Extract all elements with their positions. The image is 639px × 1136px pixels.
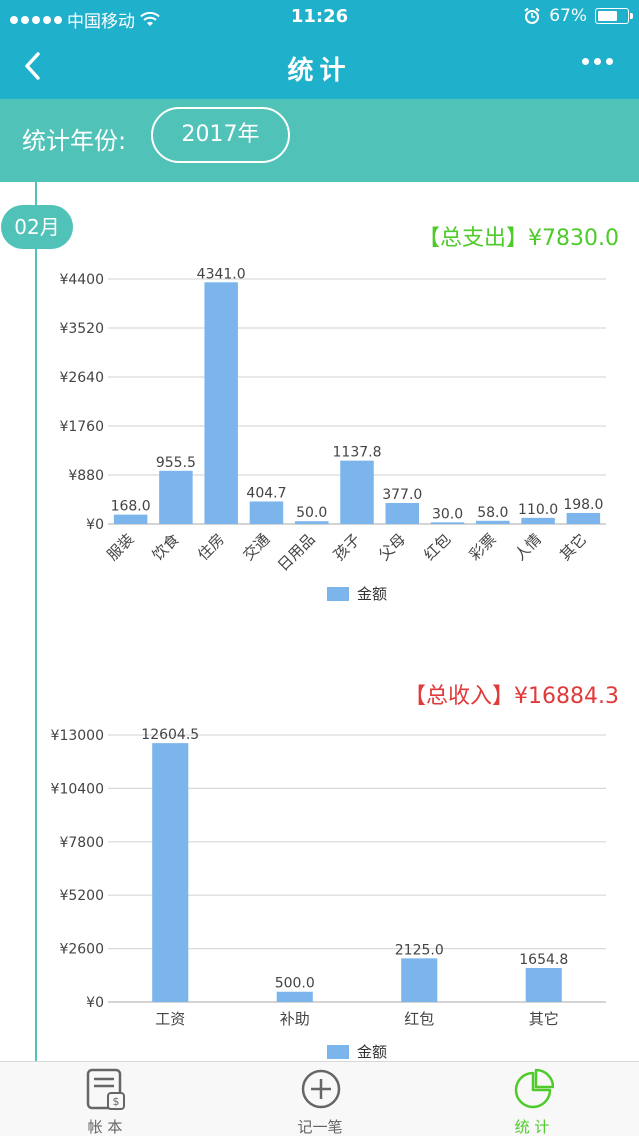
- bar: [401, 958, 438, 1002]
- x-tick-label: 工资: [155, 1010, 185, 1028]
- bar: [204, 282, 238, 524]
- expense-bar-chart: ¥0 ¥880 ¥1760 ¥2640 ¥3520 ¥4400 168.0 服装 955.5 饮食…: [59, 266, 606, 603]
- carrier-label: 中国移动: [67, 12, 135, 32]
- x-tick-label: 补助: [280, 1010, 310, 1028]
- bar-value-label: 1654.8: [519, 952, 568, 968]
- income-bar-chart: ¥0 ¥2600 ¥5200 ¥7800 ¥10400 ¥13000 12604.5 工资 50…: [51, 727, 606, 1061]
- bar: [521, 517, 555, 524]
- bar-value-label: 110.0: [518, 502, 558, 518]
- tab-label: 记一笔: [297, 1118, 343, 1136]
- tab-label: 帐 本: [87, 1118, 123, 1136]
- timeline-line: [35, 182, 37, 1062]
- nav-bar: 统计: [0, 34, 639, 99]
- y-tick-label: ¥4400: [59, 272, 104, 288]
- y-tick-label: ¥880: [68, 468, 104, 484]
- tab-account-book[interactable]: $ 帐 本: [45, 1062, 165, 1136]
- x-tick-label: 孩子: [330, 530, 364, 564]
- tab-statistics[interactable]: 统 计: [472, 1062, 592, 1136]
- page-title: 统计: [287, 56, 352, 86]
- legend-swatch: [327, 587, 349, 601]
- bar: [276, 991, 313, 1002]
- status-left: 中国移动: [10, 7, 160, 32]
- header: 中国移动 11:26 67%: [0, 0, 639, 99]
- x-tick-label: 其它: [556, 530, 590, 564]
- y-tick-label: ¥10400: [51, 781, 104, 797]
- tab-add-record[interactable]: 记一笔: [260, 1062, 380, 1136]
- legend-label: 金额: [357, 1043, 387, 1061]
- bar-value-label: 50.0: [296, 505, 327, 521]
- bar-value-label: 12604.5: [141, 727, 199, 743]
- signal-icon: [10, 15, 62, 24]
- month-badge: 02月: [1, 205, 73, 249]
- x-tick-label: 服装: [104, 530, 138, 564]
- battery-fill: [598, 11, 617, 21]
- x-tick-label: 交通: [239, 530, 273, 564]
- expense-total: 【总支出】¥7830.0: [418, 226, 619, 251]
- back-chevron-icon[interactable]: [16, 48, 52, 84]
- x-tick-label: 住房: [194, 530, 228, 564]
- x-tick-label: 父母: [375, 530, 409, 564]
- x-tick-label: 饮食: [149, 530, 183, 564]
- tab-bar: $ 帐 本 记一笔 统 计: [0, 1061, 639, 1136]
- bar-value-label: 955.5: [156, 455, 196, 471]
- wifi-icon: [140, 11, 160, 26]
- bar: [525, 968, 562, 1002]
- bar-value-label: 404.7: [246, 485, 286, 501]
- y-tick-label: ¥0: [86, 517, 104, 533]
- year-select-button[interactable]: 2017年: [151, 107, 290, 163]
- bar-value-label: 377.0: [382, 487, 422, 503]
- battery-icon: [595, 8, 633, 24]
- legend-swatch: [327, 1045, 349, 1059]
- bar: [152, 743, 189, 1002]
- y-tick-label: ¥5200: [59, 888, 104, 904]
- y-tick-label: ¥0: [86, 995, 104, 1011]
- bar-value-label: 4341.0: [197, 266, 246, 282]
- income-total: 【总收入】¥16884.3: [404, 684, 619, 709]
- bar: [159, 470, 193, 524]
- bar-value-label: 58.0: [477, 505, 508, 521]
- status-bar: 中国移动 11:26 67%: [0, 0, 639, 34]
- battery-percent: 67%: [549, 6, 587, 26]
- x-tick-label: 红包: [404, 1010, 434, 1028]
- y-tick-label: ¥7800: [59, 835, 104, 851]
- pie-chart-icon: [514, 1068, 554, 1109]
- y-tick-label: ¥2640: [59, 370, 104, 386]
- svg-text:$: $: [113, 1095, 120, 1108]
- status-time: 11:26: [290, 6, 349, 27]
- y-tick-label: ¥1760: [59, 419, 104, 435]
- bar: [113, 514, 148, 524]
- x-tick-label: 其它: [529, 1010, 559, 1028]
- bar-value-label: 1137.8: [333, 445, 382, 461]
- bar: [476, 520, 510, 524]
- y-tick-label: ¥3520: [59, 321, 104, 337]
- bar: [340, 460, 374, 524]
- y-tick-label: ¥2600: [59, 942, 104, 958]
- bar: [249, 501, 284, 524]
- alarm-icon: [524, 7, 540, 24]
- year-label: 统计年份:: [22, 127, 127, 155]
- x-tick-label: 红包: [420, 530, 454, 564]
- x-tick-label: 人情: [511, 530, 545, 564]
- bar-value-label: 30.0: [432, 506, 463, 522]
- account-book-icon: $: [86, 1068, 125, 1110]
- status-right: 67%: [523, 6, 633, 26]
- bar-value-label: 2125.0: [395, 942, 444, 958]
- add-circle-icon: [301, 1069, 341, 1109]
- bar-value-label: 168.0: [111, 499, 151, 515]
- bar-value-label: 198.0: [563, 497, 603, 513]
- bar-value-label: 500.0: [275, 976, 315, 992]
- bar: [385, 503, 420, 524]
- bar: [566, 512, 601, 524]
- legend-label: 金额: [357, 585, 387, 603]
- bar: [430, 522, 465, 524]
- y-tick-label: ¥13000: [51, 728, 104, 744]
- tab-label: 统 计: [514, 1118, 550, 1136]
- bar: [294, 521, 329, 524]
- year-selector-bar: 统计年份: 2017年: [0, 99, 639, 182]
- more-dots-icon[interactable]: [582, 58, 613, 65]
- x-tick-label: 日用品: [274, 530, 319, 575]
- x-tick-label: 彩票: [466, 530, 500, 564]
